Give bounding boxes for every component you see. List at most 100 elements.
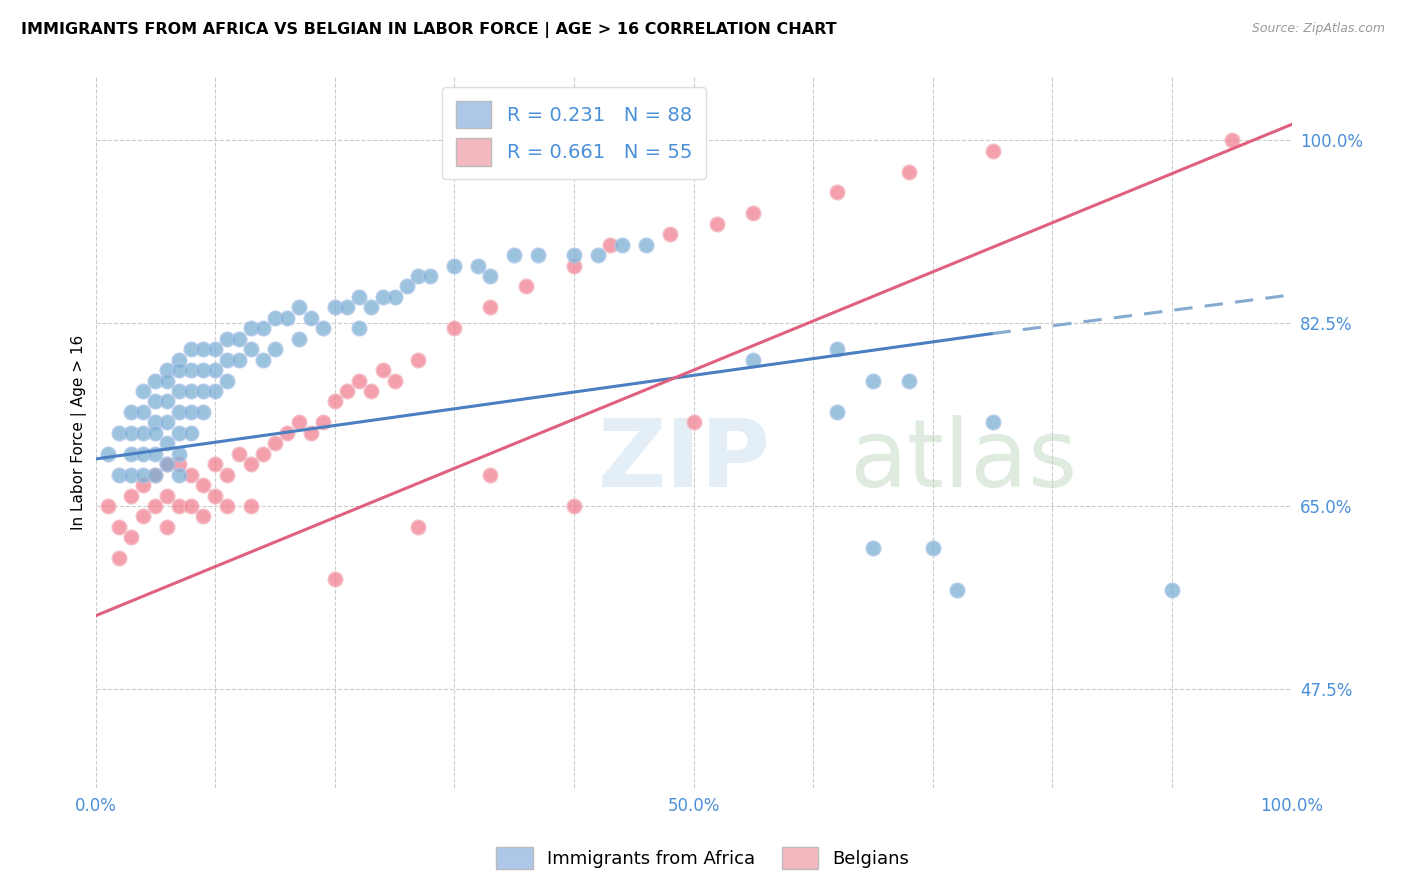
Point bbox=[132, 467, 155, 482]
Point bbox=[408, 268, 430, 283]
Point bbox=[862, 541, 884, 555]
Point bbox=[120, 425, 142, 440]
Point bbox=[156, 520, 179, 534]
Point bbox=[479, 467, 502, 482]
Point bbox=[312, 321, 335, 335]
Point bbox=[193, 509, 215, 524]
Point bbox=[336, 384, 359, 398]
Point bbox=[299, 425, 322, 440]
Point bbox=[132, 425, 155, 440]
Text: atlas: atlas bbox=[849, 416, 1077, 508]
Point bbox=[120, 530, 142, 544]
Point bbox=[347, 374, 370, 388]
Point bbox=[384, 290, 406, 304]
Point bbox=[169, 447, 191, 461]
Point bbox=[156, 489, 179, 503]
Point bbox=[825, 186, 848, 200]
Text: IMMIGRANTS FROM AFRICA VS BELGIAN IN LABOR FORCE | AGE > 16 CORRELATION CHART: IMMIGRANTS FROM AFRICA VS BELGIAN IN LAB… bbox=[21, 22, 837, 38]
Point bbox=[408, 352, 430, 367]
Point bbox=[145, 499, 167, 513]
Point bbox=[180, 342, 202, 356]
Point bbox=[371, 290, 394, 304]
Point bbox=[156, 457, 179, 471]
Y-axis label: In Labor Force | Age > 16: In Labor Force | Age > 16 bbox=[72, 335, 87, 531]
Point bbox=[204, 457, 226, 471]
Point bbox=[145, 467, 167, 482]
Point bbox=[599, 237, 621, 252]
Point bbox=[360, 301, 382, 315]
Point bbox=[132, 447, 155, 461]
Point bbox=[240, 499, 263, 513]
Point bbox=[419, 268, 441, 283]
Point bbox=[204, 363, 226, 377]
Point bbox=[479, 268, 502, 283]
Point bbox=[156, 436, 179, 450]
Point bbox=[395, 279, 418, 293]
Point bbox=[204, 342, 226, 356]
Point bbox=[288, 332, 311, 346]
Point bbox=[96, 447, 118, 461]
Point bbox=[384, 374, 406, 388]
Point bbox=[145, 374, 167, 388]
Point bbox=[323, 572, 346, 586]
Point bbox=[108, 467, 131, 482]
Point bbox=[193, 384, 215, 398]
Point bbox=[981, 416, 1004, 430]
Point bbox=[120, 405, 142, 419]
Point bbox=[169, 363, 191, 377]
Point bbox=[217, 332, 239, 346]
Point bbox=[323, 394, 346, 409]
Point bbox=[204, 489, 226, 503]
Point bbox=[742, 206, 765, 220]
Point bbox=[252, 447, 274, 461]
Point bbox=[217, 467, 239, 482]
Point bbox=[169, 467, 191, 482]
Point bbox=[658, 227, 681, 242]
Point bbox=[193, 405, 215, 419]
Point bbox=[503, 248, 526, 262]
Point bbox=[276, 310, 298, 325]
Point bbox=[312, 416, 335, 430]
Point bbox=[360, 384, 382, 398]
Point bbox=[217, 499, 239, 513]
Point bbox=[169, 457, 191, 471]
Point bbox=[156, 457, 179, 471]
Point bbox=[610, 237, 633, 252]
Point bbox=[169, 384, 191, 398]
Point bbox=[742, 352, 765, 367]
Point bbox=[145, 467, 167, 482]
Point bbox=[180, 363, 202, 377]
Point bbox=[862, 374, 884, 388]
Point bbox=[682, 416, 704, 430]
Point bbox=[408, 520, 430, 534]
Point bbox=[132, 405, 155, 419]
Point bbox=[347, 290, 370, 304]
Point bbox=[945, 582, 967, 597]
Point bbox=[228, 332, 250, 346]
Point bbox=[240, 342, 263, 356]
Point bbox=[180, 425, 202, 440]
Point bbox=[264, 342, 287, 356]
Point bbox=[217, 352, 239, 367]
Point bbox=[981, 144, 1004, 158]
Point bbox=[515, 279, 537, 293]
Point bbox=[240, 457, 263, 471]
Point bbox=[120, 489, 142, 503]
Point bbox=[1220, 133, 1243, 147]
Point bbox=[193, 363, 215, 377]
Point bbox=[156, 374, 179, 388]
Point bbox=[120, 447, 142, 461]
Point bbox=[443, 321, 465, 335]
Point bbox=[132, 384, 155, 398]
Point bbox=[228, 352, 250, 367]
Point bbox=[443, 259, 465, 273]
Text: Source: ZipAtlas.com: Source: ZipAtlas.com bbox=[1251, 22, 1385, 36]
Point bbox=[467, 259, 489, 273]
Point bbox=[193, 342, 215, 356]
Text: ZIP: ZIP bbox=[598, 416, 770, 508]
Point bbox=[921, 541, 943, 555]
Legend: R = 0.231   N = 88, R = 0.661   N = 55: R = 0.231 N = 88, R = 0.661 N = 55 bbox=[443, 87, 706, 179]
Point bbox=[132, 509, 155, 524]
Point bbox=[156, 394, 179, 409]
Point bbox=[169, 405, 191, 419]
